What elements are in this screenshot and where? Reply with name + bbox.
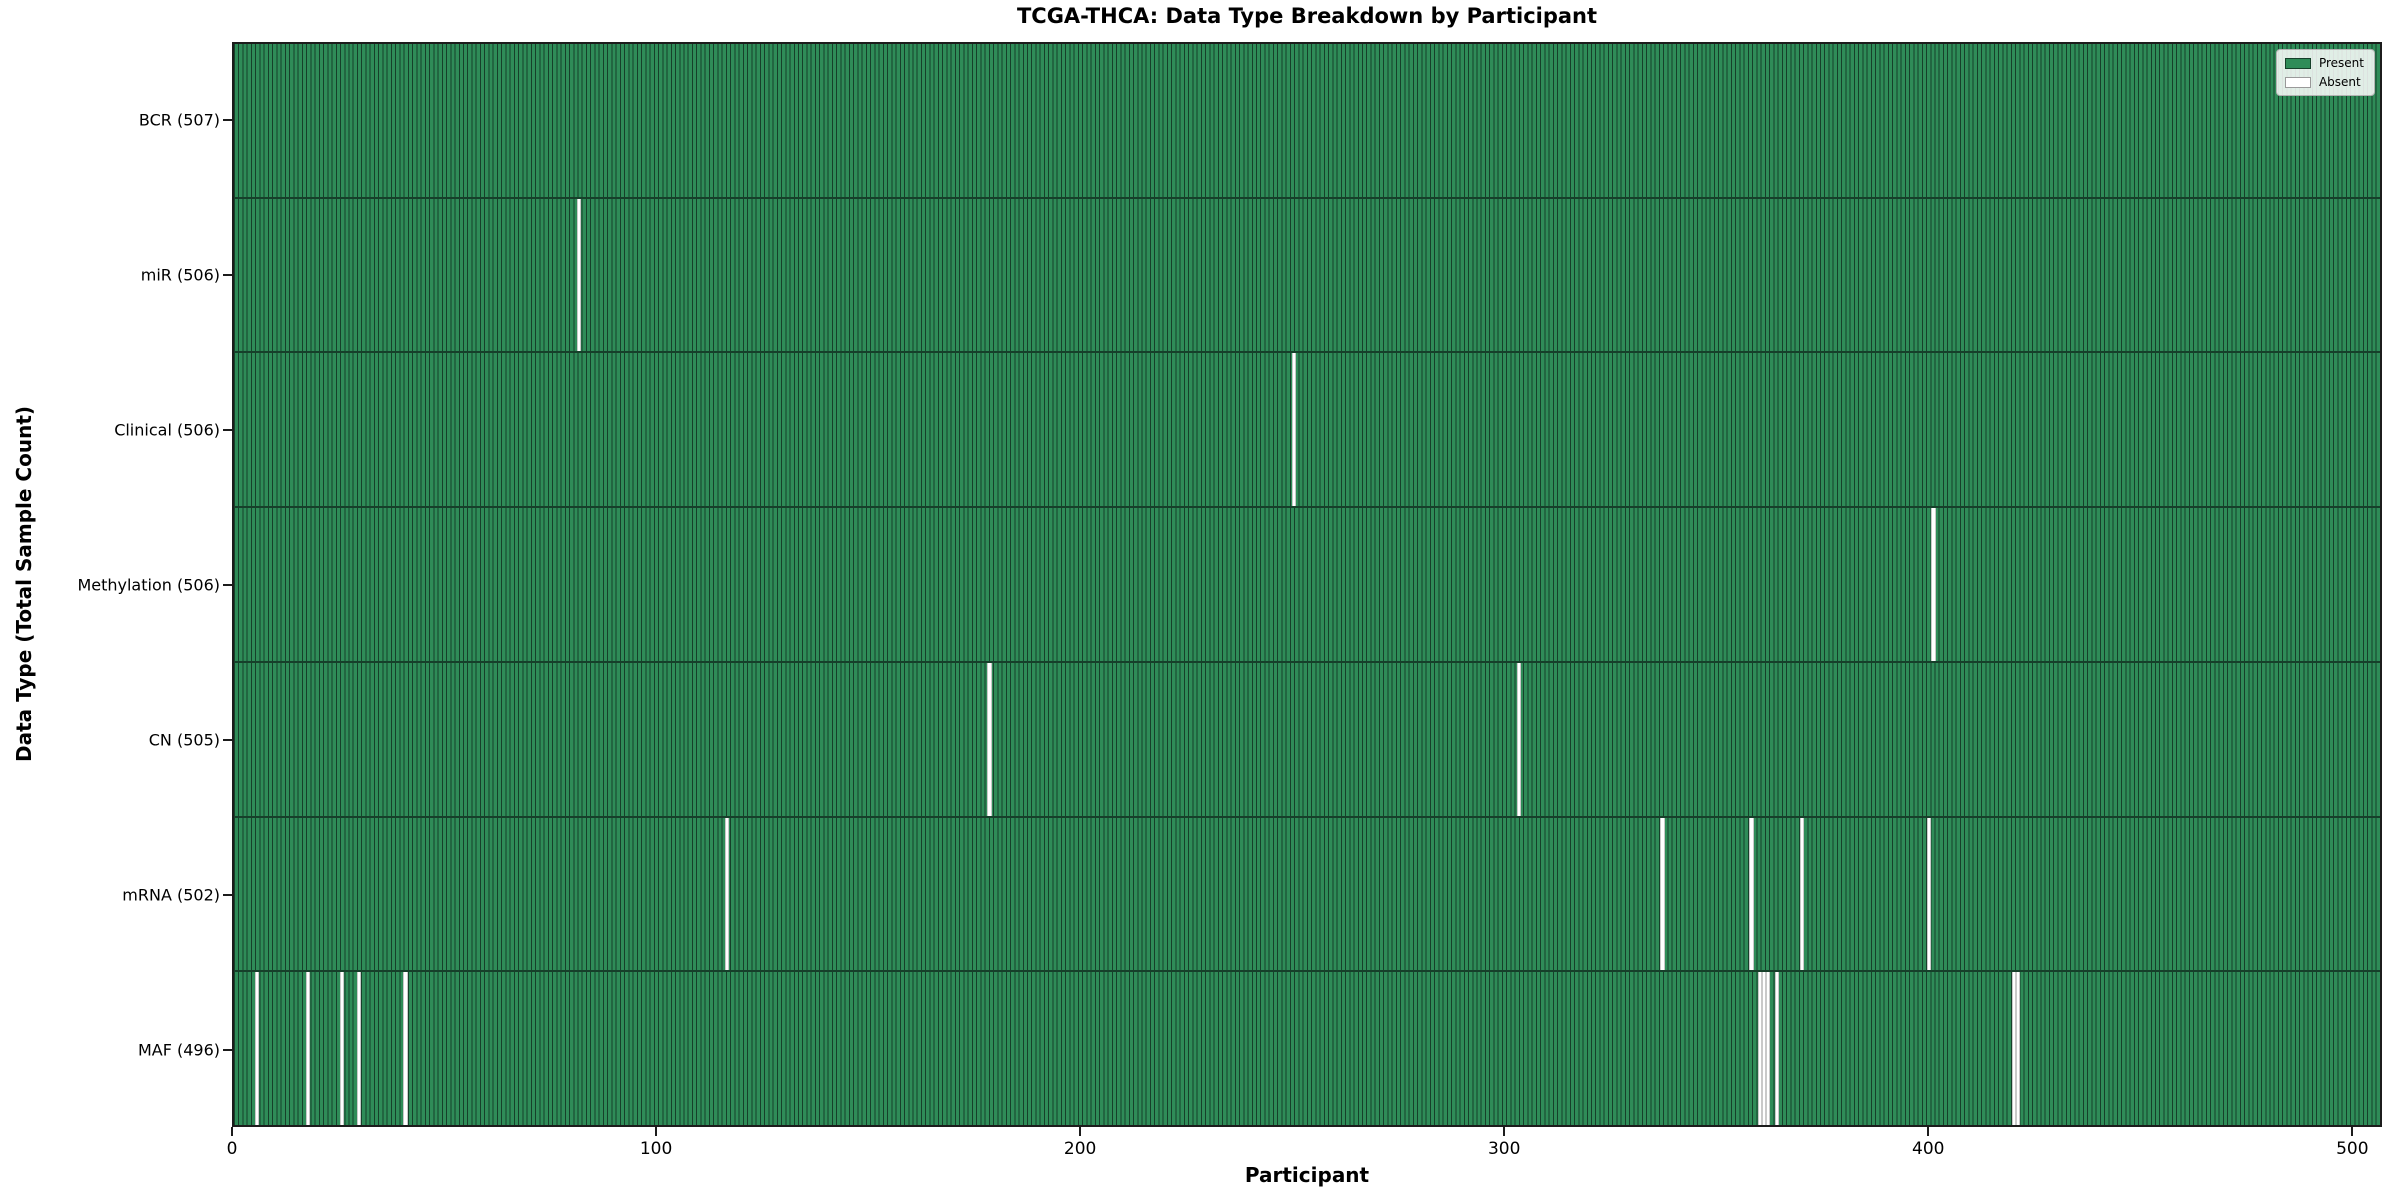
y-tick-mark (223, 1048, 232, 1051)
absent-bar (2011, 972, 2016, 1126)
y-tick-mark (223, 428, 232, 431)
legend-item-present: Present (2284, 56, 2364, 70)
absent-bar (339, 972, 345, 1126)
absent-bar (305, 972, 311, 1126)
y-tick-label: MAF (496) (137, 1040, 220, 1059)
y-tick-label: mRNA (502) (122, 885, 220, 904)
absent-bar (255, 972, 260, 1126)
absent-bar (1774, 972, 1779, 1126)
absent-bar (1292, 353, 1297, 507)
absent-bar (2015, 972, 2021, 1126)
x-tick-mark (231, 1127, 233, 1136)
legend: Present Absent (2275, 49, 2375, 96)
x-tick-mark (2351, 1127, 2354, 1136)
y-tick-label: miR (506) (140, 265, 220, 284)
y-tick-labels: BCR (507) miR (506) Clinical (506) Methylat… (0, 42, 220, 1127)
x-tick-label: 300 (1487, 1139, 1521, 1159)
chart-title: TCGA-THCA: Data Type Breakdown by Partic… (1016, 4, 1598, 28)
absent-bar (987, 662, 992, 816)
absent-bar (576, 198, 582, 352)
x-tick-label: 100 (639, 1139, 673, 1159)
plot-area: Present Absent (232, 42, 2382, 1127)
y-tick-mark (223, 118, 232, 121)
absent-bar (1927, 817, 1932, 971)
x-axis-label: Participant (1244, 1163, 1370, 1187)
absent-bar (1931, 508, 1936, 661)
data-row-CN (234, 660, 2380, 816)
data-row-Methylation (234, 506, 2380, 661)
absent-bar (1749, 817, 1754, 971)
absent-bar (356, 972, 361, 1126)
x-tick-mark (1079, 1127, 1082, 1136)
absent-bar (1757, 972, 1762, 1126)
absent-bar (1800, 817, 1805, 971)
absent-bar (1660, 817, 1665, 971)
y-tick-mark (223, 583, 232, 586)
absent-bar (1762, 972, 1767, 1126)
x-tick-label: 200 (1063, 1139, 1097, 1159)
y-tick-label: BCR (507) (138, 110, 220, 129)
y-tick-mark (223, 893, 232, 896)
x-tick-mark (655, 1127, 658, 1136)
x-tick-label: 500 (2336, 1139, 2369, 1159)
y-tick-label: CN (505) (148, 730, 220, 749)
x-tick-mark (1503, 1127, 1506, 1136)
plot-rows (234, 44, 2380, 1126)
absent-bar (403, 972, 408, 1126)
x-tick-label: 400 (1912, 1139, 1945, 1159)
data-row-miR (234, 196, 2380, 352)
legend-label: Absent (2318, 75, 2361, 89)
data-row-Clinical (234, 351, 2380, 507)
y-tick-marks (223, 42, 232, 1127)
x-tick-mark (1927, 1127, 1930, 1136)
legend-swatch-icon (2284, 57, 2311, 69)
data-row-mRNA (234, 815, 2380, 971)
data-row-MAF (234, 970, 2380, 1126)
y-tick-label: Methylation (506) (77, 575, 220, 594)
x-tick-label: 0 (226, 1139, 238, 1159)
absent-bar (724, 817, 730, 971)
y-tick-mark (223, 738, 232, 741)
legend-label: Present (2318, 56, 2364, 70)
absent-bar (1516, 662, 1521, 816)
legend-swatch-icon (2284, 76, 2311, 88)
x-tick-labels: 0 100 200 300 400 500 (227, 1127, 2382, 1167)
absent-bar (1766, 972, 1771, 1126)
legend-item-absent: Absent (2284, 75, 2364, 89)
y-tick-mark (223, 273, 232, 276)
data-row-BCR (234, 44, 2380, 197)
y-tick-label: Clinical (506) (114, 420, 220, 439)
